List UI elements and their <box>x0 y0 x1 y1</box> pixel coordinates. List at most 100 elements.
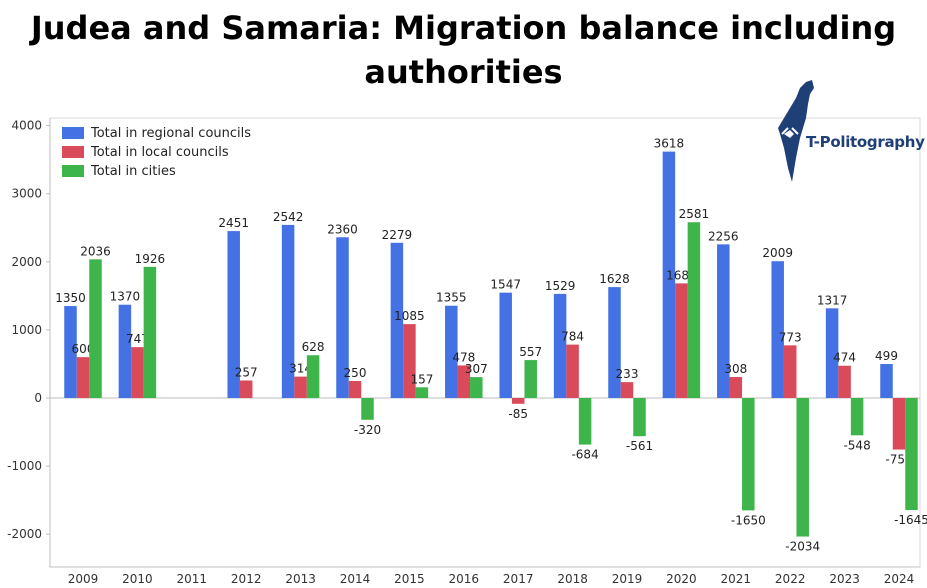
bar <box>729 377 743 398</box>
legend-label: Total in regional councils <box>90 126 251 141</box>
legend-label: Total in local councils <box>90 145 229 160</box>
bar <box>771 261 784 398</box>
chart-title-line-1: Judea and Samaria: Migration balance inc… <box>30 9 897 47</box>
data-label: 2256 <box>708 229 739 243</box>
x-tick-label: 2013 <box>285 572 316 586</box>
bar <box>390 242 404 398</box>
data-label: 2009 <box>762 246 793 260</box>
data-label: 784 <box>561 330 584 344</box>
bar <box>227 231 240 398</box>
bar <box>892 398 906 450</box>
bar <box>361 398 374 420</box>
data-label: 257 <box>235 365 258 379</box>
data-label: -1650 <box>731 513 766 527</box>
y-tick-label: -1000 <box>7 459 42 473</box>
bar <box>118 304 132 398</box>
data-label: 1370 <box>110 290 141 304</box>
bar <box>608 287 621 398</box>
bar <box>239 380 253 398</box>
bar <box>470 377 483 398</box>
data-label: 3618 <box>654 137 685 151</box>
bar <box>76 357 90 398</box>
y-tick-label: 3000 <box>11 187 42 201</box>
data-label: 773 <box>779 330 802 344</box>
data-label: 499 <box>875 349 898 363</box>
x-tick-label: 2021 <box>721 572 752 586</box>
x-tick-label: 2020 <box>666 572 697 586</box>
legend-swatch <box>62 127 84 139</box>
x-tick-label: 2019 <box>612 572 643 586</box>
x-tick-label: 2023 <box>829 572 860 586</box>
data-label: 2360 <box>327 222 358 236</box>
data-label: 628 <box>302 340 325 354</box>
x-tick-label: 2009 <box>68 572 99 586</box>
x-tick-label: 2015 <box>394 572 425 586</box>
bar <box>499 292 512 398</box>
legend-label: Total in cities <box>90 164 176 179</box>
legend-swatch <box>62 146 84 158</box>
bar <box>64 306 77 398</box>
bar <box>131 347 144 398</box>
data-label: 1085 <box>394 309 425 323</box>
data-label: -548 <box>843 438 870 452</box>
data-label: -85 <box>508 407 528 421</box>
data-label: 2542 <box>273 210 304 224</box>
bar <box>675 283 688 398</box>
x-tick-label: 2012 <box>231 572 262 586</box>
x-tick-label: 2011 <box>177 572 208 586</box>
data-label: -561 <box>626 439 653 453</box>
data-label: 2581 <box>679 207 710 221</box>
data-label: 478 <box>452 350 475 364</box>
bar <box>306 355 320 398</box>
bar <box>783 345 797 398</box>
data-label: 233 <box>616 367 639 381</box>
x-tick-label: 2022 <box>775 572 806 586</box>
bar <box>687 222 701 398</box>
data-label: 600 <box>72 342 95 356</box>
bar <box>850 398 864 436</box>
bar <box>662 151 676 398</box>
data-label: -1645 <box>894 513 927 527</box>
israel-map-logo-icon <box>778 80 814 182</box>
data-label: 314 <box>289 362 312 376</box>
logo-text: T-Politography <box>806 133 925 151</box>
bar <box>825 308 839 398</box>
data-label: 2036 <box>80 244 111 258</box>
data-label: 2279 <box>382 228 413 242</box>
chart-title: Judea and Samaria: Migration balance inc… <box>0 6 927 94</box>
data-label: 157 <box>410 372 433 386</box>
bar <box>348 380 362 398</box>
data-label: 557 <box>519 345 542 359</box>
data-label: -2034 <box>785 540 820 554</box>
data-label: 1350 <box>55 291 86 305</box>
y-tick-label: -2000 <box>7 527 42 541</box>
x-tick-label: 2010 <box>122 572 153 586</box>
data-label: 307 <box>465 362 488 376</box>
data-label: 747 <box>126 332 149 346</box>
legend-swatch <box>62 165 84 177</box>
x-tick-label: 2014 <box>340 572 371 586</box>
x-tick-label: 2016 <box>449 572 480 586</box>
bar <box>457 365 471 398</box>
y-tick-label: 4000 <box>11 119 42 133</box>
bar <box>838 365 851 398</box>
bar <box>796 398 809 537</box>
data-label: 1547 <box>490 278 521 292</box>
y-tick-label: 0 <box>34 391 42 405</box>
x-tick-label: 2017 <box>503 572 534 586</box>
data-label: 308 <box>724 362 747 376</box>
bar <box>403 324 416 398</box>
bar <box>620 382 634 398</box>
y-tick-label: 1000 <box>11 323 42 337</box>
data-label: 1529 <box>545 279 576 293</box>
bar <box>905 398 918 511</box>
bar <box>143 266 157 398</box>
data-label: 1926 <box>135 252 166 266</box>
bar <box>553 293 567 398</box>
bar <box>415 387 429 398</box>
bar <box>511 398 525 404</box>
bar <box>336 237 349 398</box>
bar <box>633 398 646 437</box>
bar <box>445 305 458 398</box>
